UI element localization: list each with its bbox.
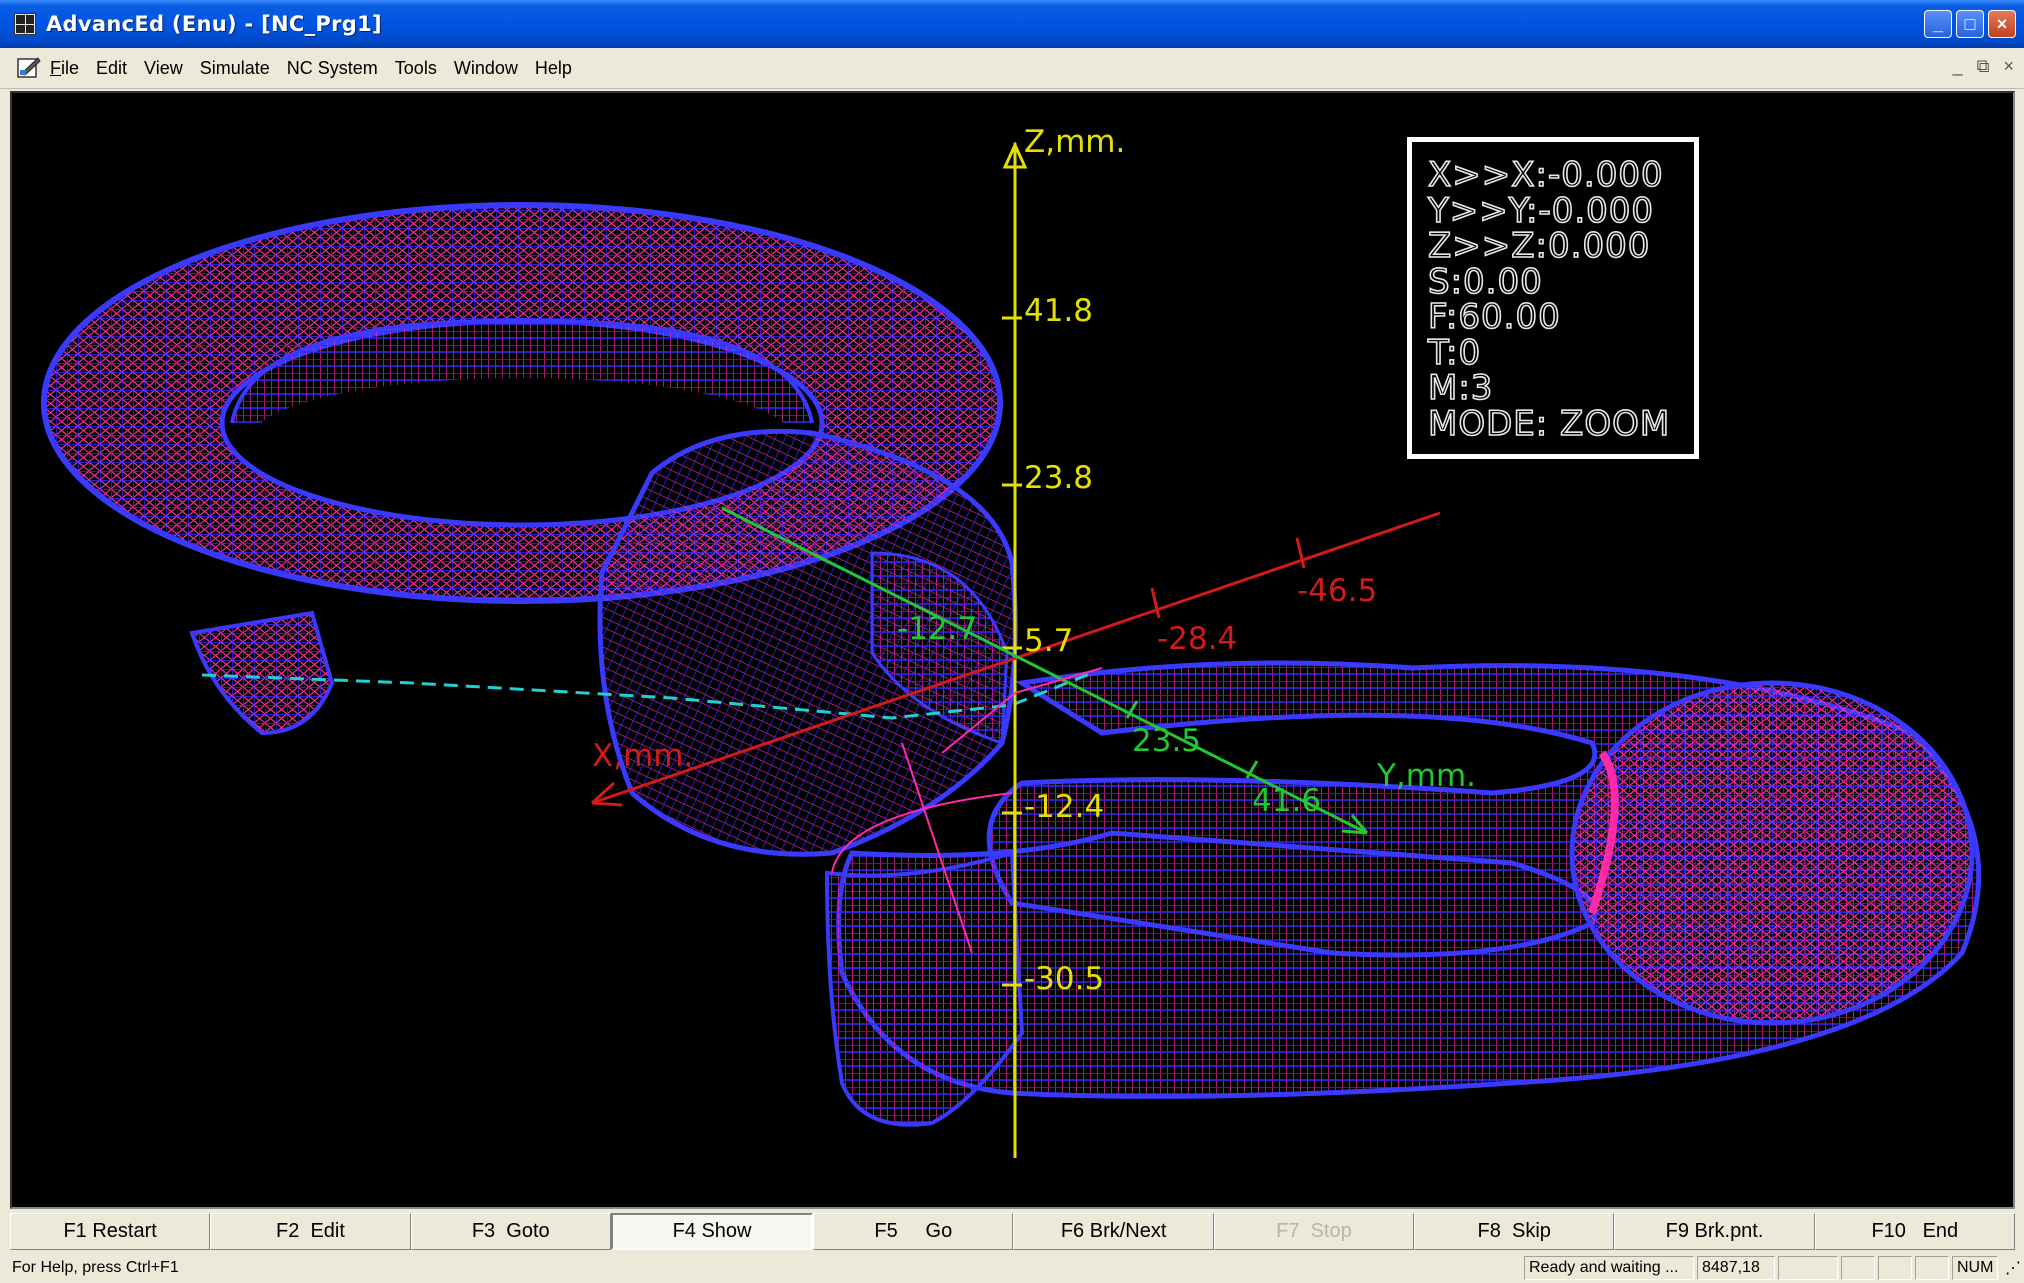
app-icon: [14, 13, 36, 35]
status-state: Ready and waiting ...: [1524, 1256, 1694, 1280]
status-pane-empty-4: [1915, 1256, 1949, 1280]
f4-show-button[interactable]: F4 Show: [610, 1213, 814, 1250]
z-tick-2: 23.8: [1024, 460, 1094, 496]
close-icon[interactable]: ×: [1988, 10, 2016, 38]
f8-skip-button[interactable]: F8 Skip: [1414, 1213, 1615, 1250]
readout-z: Z>>Z:0.000: [1427, 226, 1651, 266]
menu-file-rest: ile: [61, 57, 80, 78]
menu-view[interactable]: View: [144, 57, 183, 78]
window-title: AdvancEd (Enu) - [NC_Prg1]: [46, 12, 382, 36]
status-help-text: For Help, press Ctrl+F1: [12, 1259, 179, 1276]
menu-file[interactable]: File: [50, 57, 80, 78]
mdi-minimize-icon[interactable]: _: [1952, 56, 1963, 76]
function-key-bar: F1 Restart F2 Edit F3 Goto F4 Show F5 Go…: [10, 1213, 2015, 1250]
readout-mcode: M:3: [1427, 368, 1494, 408]
minimize-icon[interactable]: _: [1924, 10, 1952, 38]
simulation-viewport[interactable]: Z,mm. 41.8 23.8 5.7 -12.4 -30.5 -46.5 -2…: [10, 91, 2015, 1209]
title-bar[interactable]: AdvancEd (Enu) - [NC_Prg1] _ □ ×: [0, 0, 2024, 48]
mdi-restore-icon[interactable]: ⧉: [1976, 56, 1990, 76]
menu-tools[interactable]: Tools: [394, 57, 437, 78]
x-tick-1: -46.5: [1297, 573, 1378, 609]
x-axis-label: X,mm.: [592, 738, 694, 774]
readout-tool: T:0: [1427, 332, 1482, 373]
x-tick-2: -28.4: [1157, 621, 1238, 657]
menu-help[interactable]: Help: [534, 57, 572, 78]
resize-grip-icon[interactable]: ⋰: [2005, 1260, 2021, 1277]
menu-bar: File Edit View Simulate NC System Tools …: [0, 48, 2024, 89]
y-tick-1: 23.5: [1132, 723, 1202, 759]
z-tick-1: 41.8: [1024, 293, 1094, 329]
y-axis-label: Y,mm.: [1377, 758, 1477, 794]
maximize-icon[interactable]: □: [1956, 10, 1984, 38]
readout-spindle: S:0.00: [1427, 261, 1543, 302]
f6-brk-next-button[interactable]: F6 Brk/Next: [1013, 1213, 1214, 1250]
status-bar: For Help, press Ctrl+F1 Ready and waitin…: [0, 1253, 2024, 1283]
toolpath-line: [201, 671, 1093, 720]
readout-feed: F:60.00: [1427, 297, 1561, 337]
f2-edit-button[interactable]: F2 Edit: [210, 1213, 411, 1250]
z-axis-label: Z,mm.: [1024, 124, 1126, 160]
document-icon[interactable]: [16, 55, 42, 81]
menu-nc-system[interactable]: NC System: [286, 57, 378, 78]
status-num: NUM: [1952, 1256, 1998, 1280]
f10-end-button[interactable]: F10 End: [1814, 1213, 2015, 1250]
readout-x: X>>X:-0.000: [1427, 155, 1664, 195]
menu-edit[interactable]: Edit: [96, 57, 128, 78]
z-tick-5: -30.5: [1024, 961, 1105, 997]
x-axis: [590, 511, 1441, 807]
wireframe-scene: [41, 141, 1982, 1158]
y-axis: [721, 506, 1369, 835]
f5-go-button[interactable]: F5 Go: [813, 1213, 1014, 1250]
f3-goto-button[interactable]: F3 Goto: [410, 1213, 611, 1250]
readout-mode: MODE: ZOOM: [1427, 403, 1671, 444]
status-pane-empty-2: [1841, 1256, 1875, 1280]
tool-vector-lines: [901, 667, 1103, 954]
f1-restart-button[interactable]: F1 Restart: [10, 1213, 211, 1250]
menu-simulate[interactable]: Simulate: [199, 57, 270, 78]
f9-brk-pnt-button[interactable]: F9 Brk.pnt.: [1614, 1213, 1815, 1250]
f7-stop-button[interactable]: F7 Stop: [1213, 1213, 1415, 1250]
coordinate-readout: X>>X:-0.000 Y>>Y:-0.000 Z>>Z:0.000 S:0.0…: [1407, 137, 1699, 459]
z-tick-3: 5.7: [1024, 623, 1074, 659]
y-tick-2: 41.6: [1252, 783, 1322, 819]
mdi-close-icon[interactable]: ×: [2003, 56, 2014, 76]
x-tick-3: -12.7: [897, 611, 978, 647]
spiral-bowl-mesh: [836, 660, 1982, 1099]
z-tick-4: -12.4: [1024, 789, 1105, 825]
z-axis: [1002, 141, 1028, 1158]
status-pane-empty-3: [1878, 1256, 1912, 1280]
readout-y: Y>>Y:-0.000: [1427, 190, 1655, 231]
menu-window[interactable]: Window: [453, 57, 518, 78]
status-pane-empty-1: [1778, 1256, 1838, 1280]
status-coords: 8487,18: [1697, 1256, 1775, 1280]
